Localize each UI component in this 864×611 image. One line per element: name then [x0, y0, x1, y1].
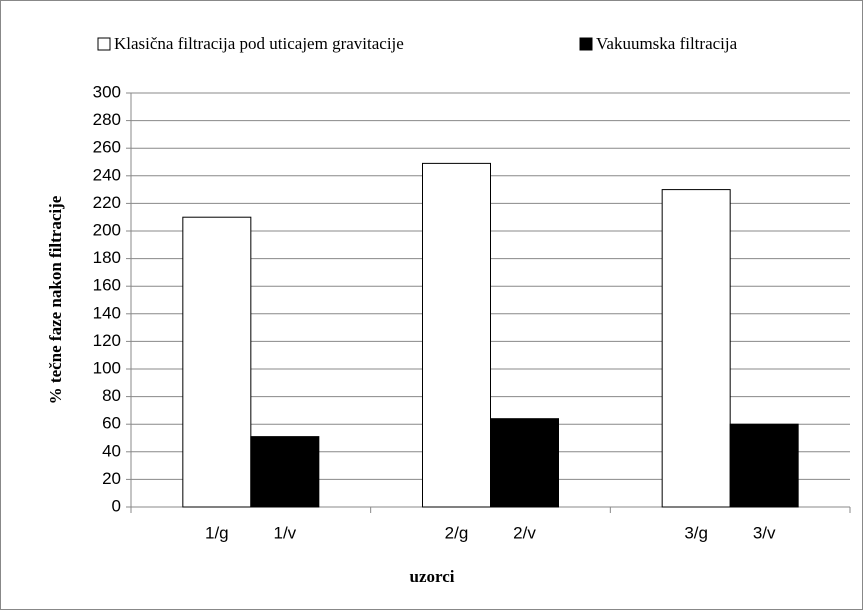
x-tick-label: 2/g: [445, 523, 469, 542]
x-axis-label: uzorci: [409, 567, 454, 586]
y-tick-label: 260: [93, 138, 121, 157]
legend-label: Klasična filtracija pod uticajem gravita…: [114, 34, 404, 53]
y-tick-label: 0: [112, 496, 121, 515]
y-tick-label: 140: [93, 303, 121, 322]
y-tick-label: 180: [93, 248, 121, 267]
y-tick-label: 240: [93, 165, 121, 184]
bar: [490, 418, 559, 508]
x-tick-label: 3/v: [753, 523, 776, 542]
legend-swatch: [97, 37, 111, 51]
x-tick-label: 3/g: [684, 523, 708, 542]
x-tick-label: 1/g: [205, 523, 229, 542]
y-axis-label: % tečne faze nakon filtracije: [46, 195, 65, 404]
y-tick-label: 300: [93, 82, 121, 101]
y-tick-label: 200: [93, 220, 121, 239]
y-tick-label: 80: [102, 386, 121, 405]
bar: [250, 436, 320, 508]
x-tick-label: 1/v: [273, 523, 296, 542]
bar: [182, 216, 252, 508]
y-tick-label: 220: [93, 193, 121, 212]
x-tick-label: 2/v: [513, 523, 536, 542]
legend-label: Vakuumska filtracija: [596, 34, 738, 53]
y-tick-label: 20: [102, 469, 121, 488]
bar: [661, 189, 731, 508]
legend-swatch: [579, 37, 593, 51]
y-tick-label: 120: [93, 331, 121, 350]
y-tick-label: 160: [93, 276, 121, 295]
y-tick-label: 60: [102, 414, 121, 433]
bar: [422, 162, 491, 508]
y-tick-label: 100: [93, 358, 121, 377]
y-tick-label: 280: [93, 110, 121, 129]
y-tick-label: 40: [102, 441, 121, 460]
bar: [729, 423, 799, 508]
